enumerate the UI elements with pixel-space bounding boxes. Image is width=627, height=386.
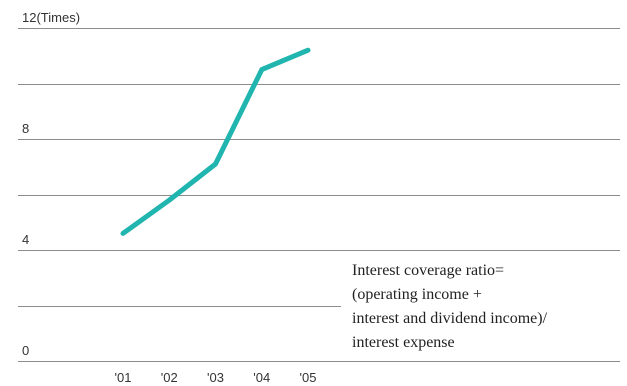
y-tick-label-8: 8 <box>22 121 29 136</box>
formula-line-1: Interest coverage ratio= <box>352 262 505 279</box>
x-tick-label: '02 <box>161 370 178 385</box>
y-tick-label-0: 0 <box>22 343 29 358</box>
y-tick-label-4: 4 <box>22 232 29 247</box>
formula-line-2: (operating income + <box>352 286 482 303</box>
y-tick-label-12: 12(Times) <box>22 10 80 25</box>
y-tick-labels: 0 4 8 12(Times) <box>22 10 80 358</box>
series-lines <box>120 47 311 236</box>
x-tick-label: '05 <box>300 370 317 385</box>
formula-line-3: interest and dividend income)/ <box>352 310 548 327</box>
x-tick-label: '04 <box>253 370 270 385</box>
x-tick-label: '01 <box>115 370 132 385</box>
x-tick-label: '03 <box>207 370 224 385</box>
formula-line-4: interest expense <box>352 334 455 351</box>
x-tick-labels: '01 '02 '03 '04 '05 <box>115 370 317 385</box>
series-line-0 <box>120 47 311 236</box>
gridlines <box>18 28 620 362</box>
y-unit-label: (Times) <box>36 10 80 25</box>
formula-annotation: Interest coverage ratio= (operating inco… <box>350 259 622 355</box>
